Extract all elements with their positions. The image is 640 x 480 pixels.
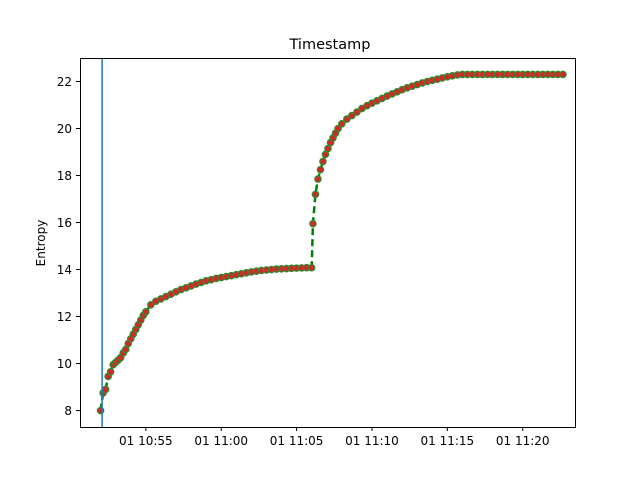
x-tick-label: 01 11:05 (270, 434, 324, 448)
data-point (343, 115, 351, 123)
axes-layer: 01 10:55 01 11:00 01 11:05 01 11:10 01 11:15… (57, 58, 550, 448)
y-tick-label: 20 (57, 122, 72, 136)
data-point (307, 263, 316, 272)
data-point (319, 157, 327, 166)
y-tick-label: 8 (64, 404, 72, 418)
x-tick-label: 01 11:00 (194, 434, 248, 448)
data-point (348, 111, 356, 120)
y-tick-label: 12 (57, 310, 72, 324)
y-tick-label: 22 (57, 75, 72, 89)
plot-frame (80, 58, 576, 428)
data-point (101, 385, 110, 394)
x-tick-label: 01 11:15 (421, 434, 475, 448)
y-tick-label: 14 (57, 263, 72, 277)
data-point (106, 367, 115, 376)
y-tick-label: 18 (57, 169, 72, 183)
x-tick-label: 01 11:20 (496, 434, 550, 448)
x-tick-label: 01 11:10 (345, 434, 399, 448)
data-point (142, 308, 150, 316)
x-tick-label: 01 10:55 (119, 434, 173, 448)
data-point (559, 70, 567, 79)
data-point (316, 165, 325, 174)
data-point (147, 300, 155, 309)
y-tick-label: 10 (57, 357, 72, 371)
data-point (314, 175, 322, 183)
y-tick-label: 16 (57, 216, 72, 230)
data-point (338, 120, 346, 128)
data-point (311, 190, 320, 199)
data-point (309, 219, 317, 228)
plot-area: 01 10:55 01 11:00 01 11:05 01 11:10 01 11:15… (57, 58, 576, 448)
y-axis-label: Entropy (34, 220, 48, 267)
chart-title: Timestamp (289, 37, 371, 53)
data-point (353, 108, 361, 116)
data-layer (96, 70, 567, 415)
